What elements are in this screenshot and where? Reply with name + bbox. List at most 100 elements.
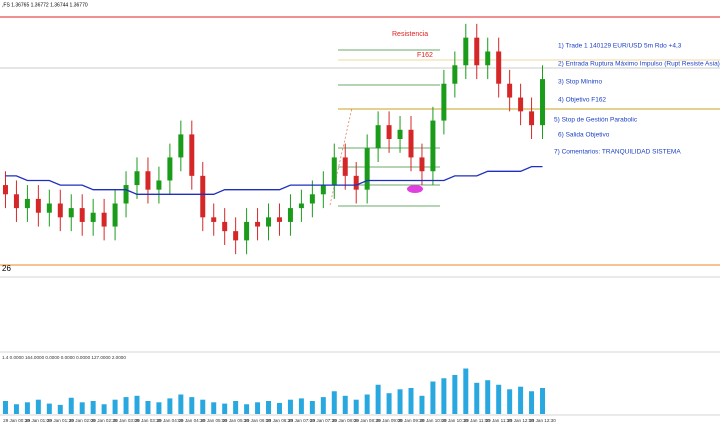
volume-bar [145, 401, 151, 414]
x-tick-label: 29 Jan 07:00 [288, 418, 315, 423]
volume-bar [200, 399, 206, 414]
candle-body [496, 51, 502, 84]
x-tick-label: 29 Jan 08:00 [332, 418, 359, 423]
candle-body [507, 83, 513, 98]
fib-trend [329, 107, 353, 206]
volume-bar [222, 403, 228, 414]
candle-body [375, 125, 381, 149]
volume-bar [134, 395, 140, 414]
x-tick-label: 29 Jan 07:30 [310, 418, 337, 423]
candle-body [79, 208, 85, 222]
x-tick-label: 29 Jan 09:30 [398, 418, 425, 423]
x-tick-label: 29 Jan 04:30 [179, 418, 206, 423]
x-tick-label: 29 Jan 03:00 [113, 418, 140, 423]
candle-body [57, 203, 63, 218]
volume-bar [529, 391, 535, 414]
candle-body [13, 194, 19, 209]
candle-body [353, 175, 359, 190]
note: 6) Salida Objetivo [558, 132, 610, 139]
volume-bar [452, 375, 458, 414]
candle-body [441, 83, 447, 121]
candle-body [167, 157, 173, 181]
x-tick-label: 29 Jan 05:00 [200, 418, 227, 423]
volume-bar [309, 401, 315, 414]
note: 1) Trade 1 140129 EUR/USD 5m Rdo +4,3 [558, 43, 682, 50]
volume-bar [463, 368, 469, 414]
volume-bar [518, 386, 524, 414]
volume-bar [57, 404, 63, 414]
volume-bar [46, 403, 52, 414]
corner-label: 26 [2, 264, 11, 273]
notes: 1) Trade 1 140129 EUR/USD 5m Rdo +4,3 2) … [554, 43, 720, 156]
volume-bar [178, 394, 184, 414]
candle-body [189, 134, 195, 176]
candle-body [24, 198, 30, 209]
volume-bar [68, 397, 74, 414]
volume-bar [386, 393, 392, 414]
x-tick-label: 29 Jan 08:30 [354, 418, 381, 423]
x-tick-label: 29 Jan 01:00 [25, 418, 52, 423]
volume-bar [233, 401, 239, 414]
volume-bar [266, 401, 272, 414]
candle-body [35, 198, 41, 213]
candle-body [309, 194, 315, 204]
candle-body [342, 157, 348, 176]
candle-body [298, 203, 304, 209]
candle-body [452, 65, 458, 84]
candle-body [68, 208, 74, 218]
volume-bar [485, 380, 491, 414]
candle-body [474, 37, 480, 66]
moving-average [5, 165, 543, 195]
x-tick-label: 29 Jan 01:30 [47, 418, 74, 423]
x-tick-label: 29 Jan 12:30 [529, 418, 556, 423]
volume-bar [167, 398, 173, 414]
candle-body [430, 120, 436, 172]
volume-bar [364, 394, 370, 414]
volume-bar [90, 401, 96, 414]
volume-bar [320, 397, 326, 414]
candle-body [211, 217, 217, 222]
resistance-label: Resistencia [392, 31, 428, 38]
candle-body [233, 231, 239, 241]
volume-bar [331, 391, 337, 414]
candle-body [386, 125, 392, 139]
x-tick-label: 29 Jan 10:30 [442, 418, 469, 423]
indicator-label: 1.4 0.0000 164.0000 0.0000 0.0000 0.0000… [2, 355, 126, 360]
x-tick-label: 29 Jan 05:30 [222, 418, 249, 423]
volume-bar [353, 399, 359, 414]
candle-body [178, 134, 184, 158]
x-tick-label: 29 Jan 11:30 [486, 418, 513, 423]
note: 2) Entrada Ruptura Máximo Impulso (Rupt … [558, 61, 720, 68]
volume-bar [540, 388, 546, 414]
x-tick-label: 29 Jan 11:00 [464, 418, 491, 423]
volume-bar [2, 401, 8, 414]
candle-body [485, 51, 491, 66]
candle-body [266, 217, 272, 227]
x-tick-label: 29 Jan 02:00 [69, 418, 96, 423]
candle-body [145, 171, 151, 190]
x-tick-label: 29 Jan 04:00 [157, 418, 184, 423]
volume-bar [408, 388, 414, 414]
note: 7) Comentarios: TRANQUILIDAD SISTEMA [554, 149, 681, 156]
volume-bar [244, 404, 250, 414]
candle-body [112, 203, 118, 227]
x-tick-label: 29 Jan 02:30 [91, 418, 118, 423]
volume-bar [507, 389, 513, 414]
candle-body [123, 185, 129, 204]
x-tick-label: 29 Jan 03:30 [135, 418, 162, 423]
header: ,FS 1.36765 1.36772 1.36744 1.36770 [2, 2, 88, 8]
candle-body [222, 221, 228, 232]
candle-body [134, 171, 140, 186]
note: 4) Objetivo F162 [558, 97, 606, 104]
stop-marker [407, 185, 423, 193]
candle-body [200, 175, 206, 218]
volume-bar [441, 378, 447, 414]
volume-bar [79, 402, 85, 414]
volume-bar [189, 397, 195, 414]
volume-bar [375, 384, 381, 414]
candle-body [419, 157, 425, 172]
volume-bar [298, 398, 304, 414]
candle-body [463, 37, 469, 66]
candle-body [276, 217, 282, 222]
